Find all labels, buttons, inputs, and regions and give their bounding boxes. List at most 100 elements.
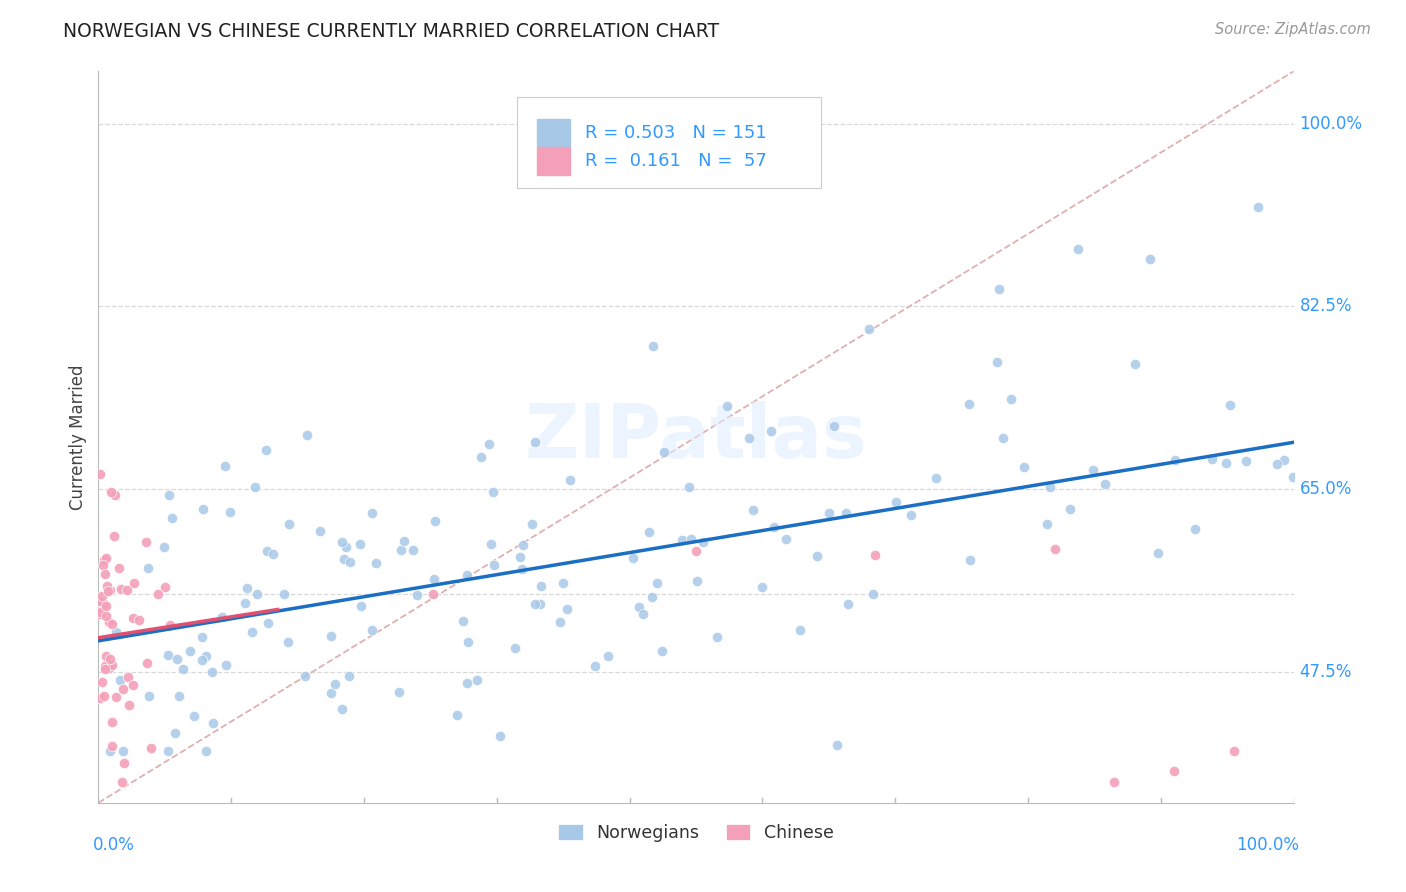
Point — [350, 599, 373, 613]
Point — [156, 648, 179, 662]
Point — [529, 598, 551, 612]
Point — [330, 702, 353, 716]
Point — [97, 584, 120, 599]
Point — [585, 659, 607, 673]
Point — [837, 597, 859, 611]
Point — [122, 678, 145, 692]
Point — [651, 643, 673, 657]
Point — [388, 685, 411, 699]
Point — [510, 561, 533, 575]
Point — [1039, 480, 1062, 494]
Point — [862, 587, 884, 601]
Text: NORWEGIAN VS CHINESE CURRENTLY MARRIED CORRELATION CHART: NORWEGIAN VS CHINESE CURRENTLY MARRIED C… — [63, 22, 720, 41]
Point — [456, 675, 478, 690]
Point — [273, 587, 295, 601]
Point — [402, 543, 425, 558]
Point — [457, 635, 479, 649]
Point — [520, 516, 543, 531]
Text: 0.0%: 0.0% — [93, 836, 135, 854]
Point — [94, 567, 117, 582]
Text: ZIPatlas: ZIPatlas — [524, 401, 868, 474]
Point — [112, 681, 135, 696]
Point — [96, 648, 118, 663]
Point — [295, 428, 318, 442]
Point — [484, 558, 506, 572]
Point — [789, 624, 811, 638]
Point — [112, 756, 135, 771]
Point — [157, 488, 180, 502]
Text: Source: ZipAtlas.com: Source: ZipAtlas.com — [1215, 22, 1371, 37]
Point — [294, 668, 316, 682]
Point — [139, 741, 162, 756]
Point — [818, 506, 841, 520]
Point — [1081, 463, 1104, 477]
Point — [262, 547, 284, 561]
Point — [489, 729, 512, 743]
Point — [323, 677, 346, 691]
Point — [117, 670, 139, 684]
Point — [91, 675, 114, 690]
Legend: Norwegians, Chinese: Norwegians, Chinese — [551, 817, 841, 849]
Point — [245, 480, 267, 494]
Point — [153, 540, 176, 554]
Point — [349, 537, 371, 551]
Point — [105, 690, 128, 705]
Text: 82.5%: 82.5% — [1299, 297, 1353, 316]
Point — [470, 450, 492, 464]
Point — [128, 613, 150, 627]
Point — [465, 673, 488, 688]
Point — [1272, 453, 1295, 467]
Text: 65.0%: 65.0% — [1299, 480, 1353, 499]
Point — [741, 502, 763, 516]
Point — [201, 665, 224, 680]
Point — [138, 689, 160, 703]
Point — [524, 597, 547, 611]
Point — [364, 556, 387, 570]
Bar — [537, 119, 571, 146]
Point — [959, 553, 981, 567]
Point — [671, 533, 693, 547]
Point — [1163, 764, 1185, 779]
Point — [823, 419, 845, 434]
Point — [1164, 452, 1187, 467]
Point — [825, 739, 848, 753]
Point — [685, 544, 707, 558]
Point — [775, 532, 797, 546]
Point — [686, 574, 709, 589]
Point — [191, 502, 214, 516]
Point — [233, 597, 256, 611]
Point — [153, 580, 176, 594]
Point — [1035, 516, 1057, 531]
Point — [159, 618, 181, 632]
Point — [93, 597, 115, 611]
Point — [111, 775, 134, 789]
Point — [117, 698, 139, 712]
Text: 47.5%: 47.5% — [1299, 663, 1353, 681]
Point — [925, 471, 948, 485]
Point — [93, 558, 115, 572]
Point — [121, 611, 143, 625]
Point — [503, 641, 526, 656]
Point — [115, 582, 138, 597]
Point — [643, 339, 665, 353]
Point — [335, 541, 357, 555]
Point — [1000, 392, 1022, 406]
Point — [236, 582, 259, 596]
Point — [96, 579, 118, 593]
Point — [166, 652, 188, 666]
Point — [214, 458, 236, 473]
Point — [405, 588, 427, 602]
Point — [1012, 460, 1035, 475]
Point — [183, 709, 205, 723]
Point — [558, 474, 581, 488]
Point — [240, 625, 263, 640]
Point — [1247, 200, 1270, 214]
Point — [93, 662, 115, 676]
Point — [214, 657, 236, 672]
Point — [512, 538, 534, 552]
Point — [596, 649, 619, 664]
Point — [738, 431, 761, 445]
Point — [1043, 541, 1066, 556]
Point — [706, 631, 728, 645]
Point — [1094, 476, 1116, 491]
